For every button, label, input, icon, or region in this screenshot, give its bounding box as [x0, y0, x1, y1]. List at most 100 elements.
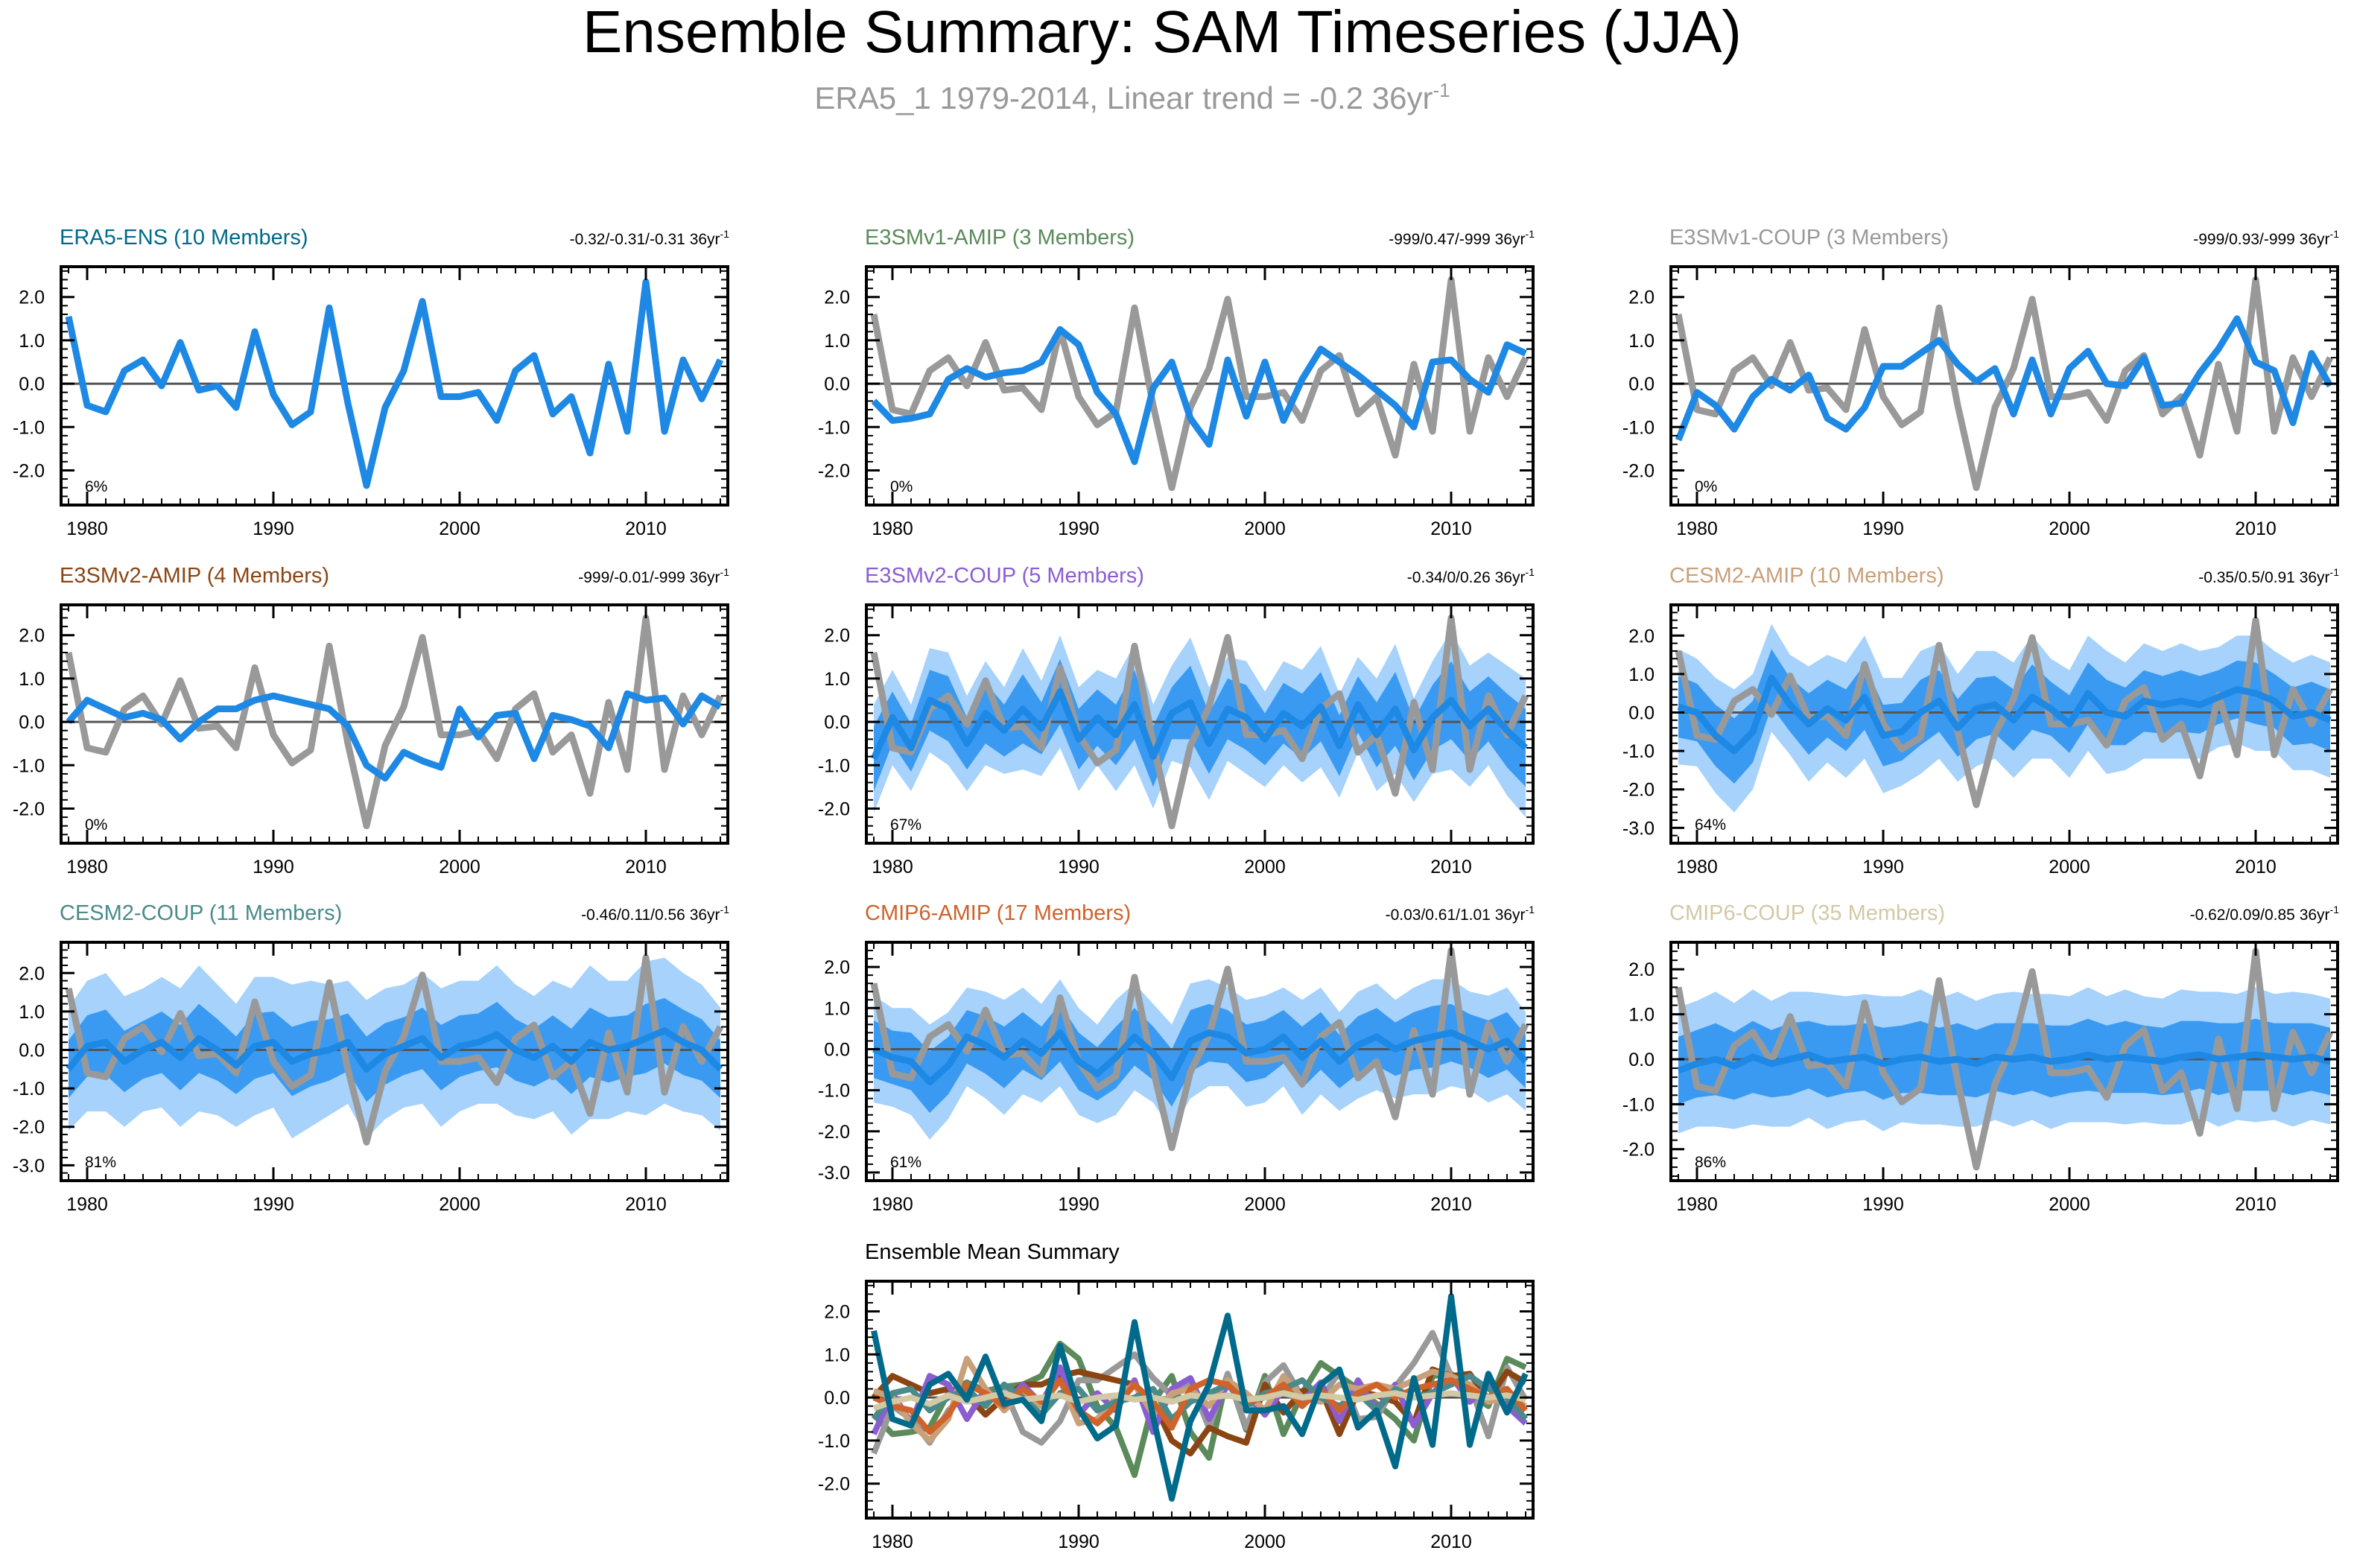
panel-trend: -0.03/0.61/1.01 36yr-1	[1386, 904, 1535, 924]
ensemble-mean-line	[870, 688, 1529, 761]
panel-trend-exponent: -1	[1526, 566, 1535, 578]
panel-6: CESM2-COUP (11 Members) -0.46/0.11/0.56 3…	[13, 901, 729, 1215]
panel-title: CESM2-COUP (11 Members)	[60, 901, 342, 925]
figure-title: Ensemble Summary: SAM Timeseries (JJA)	[583, 0, 1742, 65]
panel-trend: -0.32/-0.31/-0.31 36yr-1	[570, 228, 730, 248]
panel-trend-text: -999/0.47/-999 36yr	[1389, 231, 1525, 248]
y-tick-label: 1.0	[824, 331, 850, 352]
y-tick-label: 1.0	[1628, 331, 1655, 352]
x-tick-label: 2000	[1244, 857, 1286, 877]
summary-plot-area	[866, 1293, 1533, 1502]
plot-area	[866, 947, 1533, 1152]
plot-area	[1671, 617, 2338, 813]
y-tick-label: -1.0	[818, 417, 850, 438]
x-tick-label: 1990	[1862, 857, 1904, 877]
y-tick-label: -2.0	[1622, 780, 1655, 801]
panel-trend-exponent: -1	[1526, 228, 1535, 240]
plot-area	[61, 278, 728, 489]
plot-area	[1671, 276, 2338, 492]
panel-title: CMIP6-AMIP (17 Members)	[865, 901, 1131, 925]
panel-4: E3SMv2-COUP (5 Members) -0.34/0/0.26 36yr…	[818, 564, 1535, 877]
x-tick-label: 1990	[1862, 518, 1904, 539]
x-tick-label: 2010	[2235, 518, 2277, 539]
y-tick-label: -3.0	[13, 1155, 45, 1176]
plot-frame	[865, 265, 1535, 507]
panel-percent: 6%	[85, 478, 107, 495]
x-tick-label: 2000	[439, 857, 480, 877]
y-tick-label: 2.0	[1628, 626, 1655, 647]
x-tick-label: 2000	[1244, 518, 1286, 539]
panel-percent: 0%	[1695, 478, 1717, 495]
ensemble-mean-line	[872, 1029, 1529, 1086]
panel-8: CMIP6-COUP (35 Members) -0.62/0.09/0.85 3…	[1622, 901, 2339, 1215]
panel-trend: -999/0.93/-999 36yr-1	[2193, 228, 2339, 248]
y-tick-label: -2.0	[13, 799, 45, 819]
panel-percent: 81%	[85, 1154, 116, 1171]
panel-percent: 0%	[890, 478, 913, 495]
panel-trend: -0.35/0.5/0.91 36yr-1	[2198, 566, 2339, 586]
x-tick-label: 2010	[2235, 1194, 2277, 1215]
y-tick-label: 2.0	[19, 963, 45, 984]
x-tick-label: 2010	[625, 857, 667, 877]
x-tick-label: 1980	[1676, 518, 1718, 539]
ensemble-mean-line	[1677, 674, 2332, 755]
y-tick-label: -1.0	[13, 755, 45, 776]
panel-trend-text: -0.03/0.61/1.01 36yr	[1386, 907, 1526, 924]
y-tick-label: -2.0	[818, 460, 850, 481]
ensemble-mean-line	[871, 326, 1527, 466]
observed-series-line	[1675, 948, 2334, 1171]
panel-trend-text: -0.35/0.5/0.91 36yr	[2198, 569, 2329, 586]
panel-trend: -0.46/0.11/0.56 36yr-1	[581, 904, 729, 924]
y-tick-label: 0.0	[19, 1041, 45, 1061]
plot-frame	[865, 603, 1535, 845]
panel-title: E3SMv1-AMIP (3 Members)	[865, 226, 1135, 250]
x-tick-label: 2000	[439, 1194, 480, 1215]
panel-2: E3SMv1-COUP (3 Members) -999/0.93/-999 36…	[1622, 226, 2339, 539]
y-tick-label: 1.0	[1628, 664, 1655, 685]
x-tick-label: 2000	[2049, 857, 2090, 877]
x-tick-label: 1980	[872, 857, 913, 877]
plot-area	[866, 614, 1533, 830]
plot-frame	[1669, 941, 2339, 1182]
x-tick-label: 1980	[1676, 1194, 1718, 1215]
y-tick-label: 0.0	[824, 374, 850, 395]
panel-trend-exponent: -1	[1526, 904, 1535, 915]
x-tick-label: 1990	[253, 518, 294, 539]
y-tick-label: -2.0	[1622, 1140, 1655, 1161]
panel-percent: 64%	[1695, 816, 1726, 834]
x-tick-label: 1990	[253, 1194, 294, 1215]
observed-series-line	[870, 276, 1529, 492]
panel-trend-text: -0.46/0.11/0.56 36yr	[581, 907, 720, 924]
y-tick-label: 2.0	[19, 626, 45, 647]
panel-trend-text: -0.34/0/0.26 36yr	[1407, 569, 1526, 586]
panel-trend: -0.62/0.09/0.85 36yr-1	[2190, 904, 2340, 924]
x-tick-label: 2010	[1430, 1194, 1472, 1215]
y-tick-label: -2.0	[818, 799, 850, 819]
x-tick-label: 2010	[625, 518, 667, 539]
y-tick-label: 0.0	[19, 374, 45, 395]
x-tick-label: 2010	[625, 1194, 667, 1215]
panel-title: E3SMv2-COUP (5 Members)	[865, 564, 1144, 588]
summary-panel: Ensemble Mean Summary 2.0 1.0 0.0 -1.0 -2.0 19…	[818, 1240, 1535, 1552]
y-tick-label: -2.0	[818, 1122, 850, 1143]
x-tick-label: 2000	[2049, 518, 2090, 539]
x-tick-label: 1990	[1058, 857, 1100, 877]
panel-title: CESM2-AMIP (10 Members)	[1669, 564, 1944, 588]
plot-area	[1671, 948, 2338, 1171]
observed-series-line	[65, 954, 723, 1146]
panel-percent: 67%	[890, 816, 921, 834]
panel-trend-exponent: -1	[2330, 904, 2340, 915]
figure-subtitle-text: ERA5_1 1979-2014, Linear trend = -0.2 36…	[814, 80, 1433, 115]
y-tick-label: -2.0	[818, 1474, 850, 1495]
y-tick-label: -2.0	[13, 460, 45, 481]
x-tick-label: 2010	[1430, 518, 1472, 539]
x-tick-label: 1980	[66, 857, 108, 877]
y-tick-label: 1.0	[19, 1002, 45, 1023]
y-tick-label: 0.0	[824, 1039, 850, 1060]
y-tick-label: -3.0	[818, 1163, 850, 1184]
y-tick-label: -1.0	[818, 1431, 850, 1452]
panel-trend-exponent: -1	[2330, 228, 2340, 240]
figure-subtitle: ERA5_1 1979-2014, Linear trend = -0.2 36…	[814, 79, 1450, 115]
plot-frame	[865, 1280, 1535, 1520]
summary-series-line	[871, 1293, 1529, 1502]
